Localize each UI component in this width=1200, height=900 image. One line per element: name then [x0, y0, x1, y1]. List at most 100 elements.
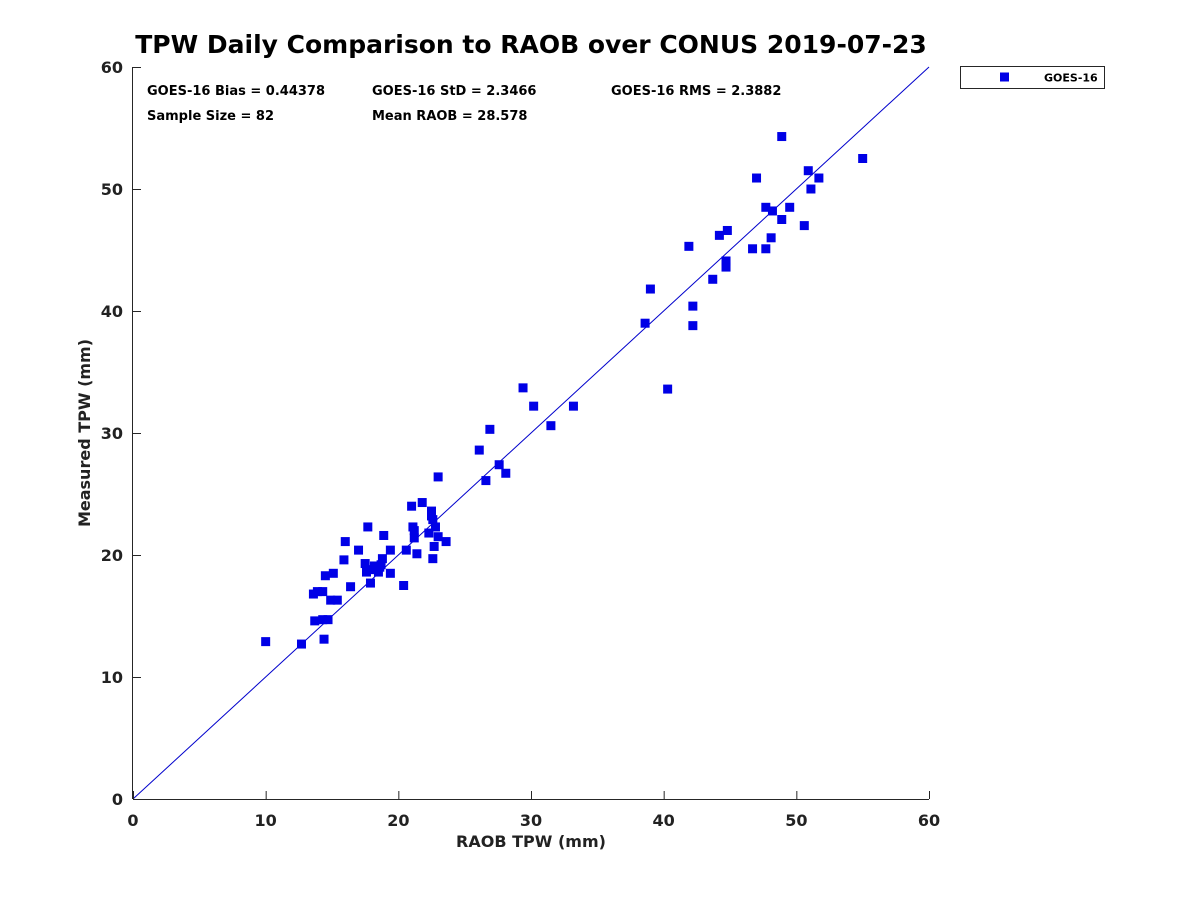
data-point: [688, 321, 698, 331]
data-point: [767, 206, 777, 216]
stat-mean-raob: Mean RAOB = 28.578: [372, 109, 527, 124]
data-points: [261, 132, 868, 649]
data-point: [385, 545, 395, 555]
data-point: [645, 284, 655, 294]
x-tick-label: 40: [653, 811, 675, 830]
data-point: [518, 383, 528, 393]
stat-std: GOES-16 StD = 2.3466: [372, 84, 536, 99]
x-axis-label: RAOB TPW (mm): [456, 832, 606, 851]
data-point: [640, 318, 650, 328]
data-point: [714, 230, 724, 240]
y-axis-label: Measured TPW (mm): [75, 339, 94, 527]
data-point: [363, 522, 373, 532]
x-tick-label: 0: [127, 811, 138, 830]
data-point: [296, 639, 306, 649]
data-point: [369, 561, 379, 571]
data-point: [474, 445, 484, 455]
data-point: [326, 595, 336, 605]
data-point: [412, 549, 422, 559]
legend-marker-square: [1000, 72, 1009, 82]
reference-line-1to1: [132, 66, 930, 800]
data-point: [319, 634, 329, 644]
data-point: [761, 202, 771, 212]
data-point: [568, 401, 578, 411]
data-point: [777, 215, 787, 224]
data-point: [379, 530, 389, 540]
x-tick-label: 60: [918, 811, 940, 830]
data-point: [399, 581, 409, 590]
data-point: [858, 154, 868, 163]
stat-sample-size: Sample Size = 82: [147, 109, 274, 124]
y-axis-ticks: 0 10 20 30 40 50 60: [101, 58, 141, 809]
data-point: [409, 533, 419, 543]
y-tick-label: 0: [112, 790, 123, 809]
reference-line-group: [132, 66, 930, 800]
data-point: [339, 555, 349, 565]
data-point: [481, 476, 491, 486]
y-tick-label: 30: [101, 424, 123, 443]
x-tick-label: 50: [785, 811, 807, 830]
data-point: [361, 567, 371, 577]
x-tick-label: 30: [520, 811, 542, 830]
data-point: [721, 262, 731, 272]
data-point: [312, 587, 322, 597]
data-point: [799, 221, 809, 231]
data-point: [409, 526, 419, 536]
data-point: [346, 582, 356, 592]
data-point: [332, 595, 342, 605]
data-point: [433, 472, 443, 482]
x-axis-ticks: 0 10 20 30 40 50 60: [127, 791, 940, 830]
data-point: [814, 173, 824, 183]
data-point: [320, 571, 330, 581]
data-point: [433, 532, 443, 542]
data-point: [377, 554, 387, 564]
data-point: [318, 587, 328, 597]
y-tick-label: 60: [101, 58, 123, 77]
data-point: [721, 256, 731, 266]
data-point: [806, 184, 816, 194]
data-point: [761, 244, 771, 254]
x-tick-label: 20: [387, 811, 409, 830]
data-point: [373, 567, 383, 577]
data-point: [501, 468, 511, 478]
x-tick-label: 10: [255, 811, 277, 830]
data-point: [360, 559, 370, 569]
data-point: [777, 132, 787, 142]
data-point: [748, 244, 758, 254]
data-point: [417, 498, 427, 508]
data-point: [407, 501, 417, 511]
data-point: [376, 560, 386, 570]
data-point: [688, 301, 698, 311]
data-point: [785, 202, 795, 212]
data-point: [340, 537, 350, 547]
legend: GOES-16: [960, 66, 1105, 89]
y-tick-label: 20: [101, 546, 123, 565]
data-point: [328, 568, 338, 578]
data-point: [318, 615, 328, 625]
data-point: [354, 545, 364, 555]
data-point: [310, 616, 320, 626]
data-point: [365, 578, 375, 588]
data-point: [401, 545, 411, 555]
y-tick-label: 50: [101, 180, 123, 199]
data-point: [429, 541, 439, 551]
data-point: [708, 274, 718, 284]
data-point: [430, 522, 440, 532]
data-point: [427, 506, 436, 516]
data-point: [261, 637, 271, 647]
legend-box: [960, 66, 1105, 89]
data-point: [424, 528, 434, 538]
y-tick-label: 40: [101, 302, 123, 321]
data-point: [684, 241, 694, 251]
data-point: [441, 537, 451, 547]
data-point: [803, 166, 813, 176]
data-point: [323, 615, 333, 625]
data-point: [428, 554, 438, 564]
data-point: [385, 568, 395, 578]
stat-bias: GOES-16 Bias = 0.44378: [147, 84, 325, 99]
y-tick-label: 10: [101, 668, 123, 687]
data-point: [663, 384, 673, 394]
data-point: [428, 515, 438, 525]
chart-title: TPW Daily Comparison to RAOB over CONUS …: [135, 30, 927, 59]
